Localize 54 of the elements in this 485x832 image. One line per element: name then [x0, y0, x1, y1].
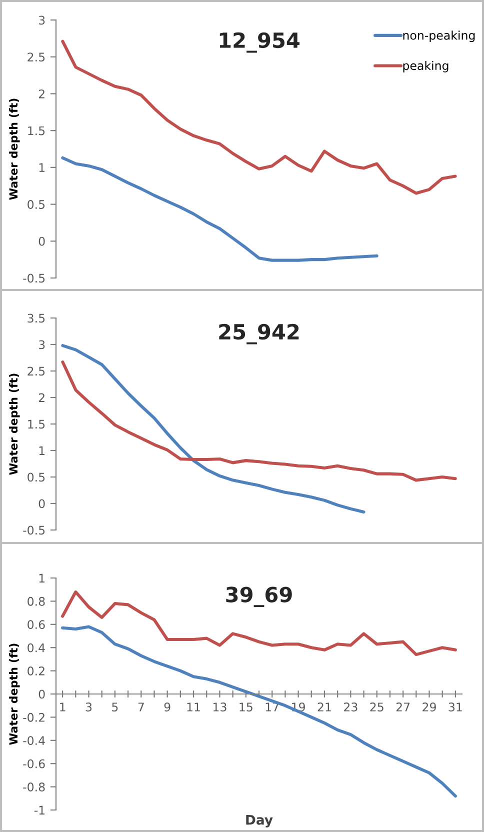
- y-tick-label: -1: [34, 806, 44, 814]
- y-tick-label: 0.5: [28, 200, 45, 209]
- x-tick-label: 21: [318, 702, 331, 712]
- y-tick-label: 1.5: [28, 126, 45, 136]
- text: 12_954: [220, 32, 300, 53]
- y-tick-label: -0.2: [23, 712, 44, 722]
- x-tick-label: 23: [344, 702, 358, 712]
- chart-title: 39_69: [226, 586, 292, 608]
- x-axis-title: Day: [246, 814, 273, 828]
- y-tick-label: 2.5: [28, 366, 45, 376]
- line-series: [61, 156, 378, 262]
- y-tick-label: 3: [38, 340, 45, 350]
- y-tick-label: 1: [39, 163, 44, 172]
- y-tick-label: 0: [38, 236, 45, 246]
- y-tick-label: 3.5: [28, 314, 45, 323]
- line-series: [61, 360, 457, 482]
- y-tick-label: 0.8: [28, 596, 45, 606]
- x-tick-label: 27: [396, 702, 410, 712]
- y-tick-label: 0.6: [28, 620, 45, 630]
- y-axis-title: Water depth (ft): [9, 98, 20, 200]
- line-series: [61, 344, 366, 514]
- x-tick-label: 29: [422, 702, 436, 712]
- chart-title: 25_942: [219, 324, 299, 344]
- y-tick-label: 1: [39, 574, 44, 582]
- y-tick-label: 0: [38, 690, 45, 699]
- y-tick-label: 0.5: [28, 472, 45, 482]
- y-tick-label: 0: [38, 499, 45, 508]
- x-tick-label: 3: [86, 702, 92, 712]
- y-axis-title: Water depth (ft): [9, 374, 20, 475]
- x-tick-label: 5: [112, 702, 118, 712]
- legend-label: peaking: [403, 60, 448, 72]
- y-tick-label: -0.8: [23, 782, 45, 792]
- y-tick-label: 1.5: [28, 420, 45, 429]
- x-tick-label: 7: [138, 702, 144, 712]
- x-tick-label: 31: [448, 702, 462, 712]
- y-tick-label: 3: [38, 16, 45, 25]
- x-tick-label: 11: [187, 702, 200, 712]
- y-tick-label: -0.5: [23, 274, 45, 283]
- y-tick-label: -0.6: [23, 759, 45, 768]
- x-tick-label: 15: [240, 702, 252, 712]
- y-tick-label: -0.4: [23, 736, 45, 746]
- y-tick-label: 2: [38, 89, 44, 98]
- y-tick-label: -0.5: [23, 526, 45, 535]
- y-tick-label: 2.5: [28, 52, 45, 62]
- y-tick-label: 0.2: [28, 666, 44, 676]
- y-tick-label: 2: [38, 393, 44, 402]
- y-tick-label: 1: [39, 446, 44, 455]
- y-axis-title: Water depth (ft): [9, 644, 20, 745]
- x-tick-label: 9: [164, 702, 170, 712]
- legend-label: non-peaking: [403, 30, 475, 42]
- x-tick-label: 25: [370, 702, 384, 712]
- x-tick-label: 1: [60, 702, 66, 712]
- x-tick-label: 13: [213, 702, 226, 712]
- y-tick-label: 0.4: [28, 643, 45, 652]
